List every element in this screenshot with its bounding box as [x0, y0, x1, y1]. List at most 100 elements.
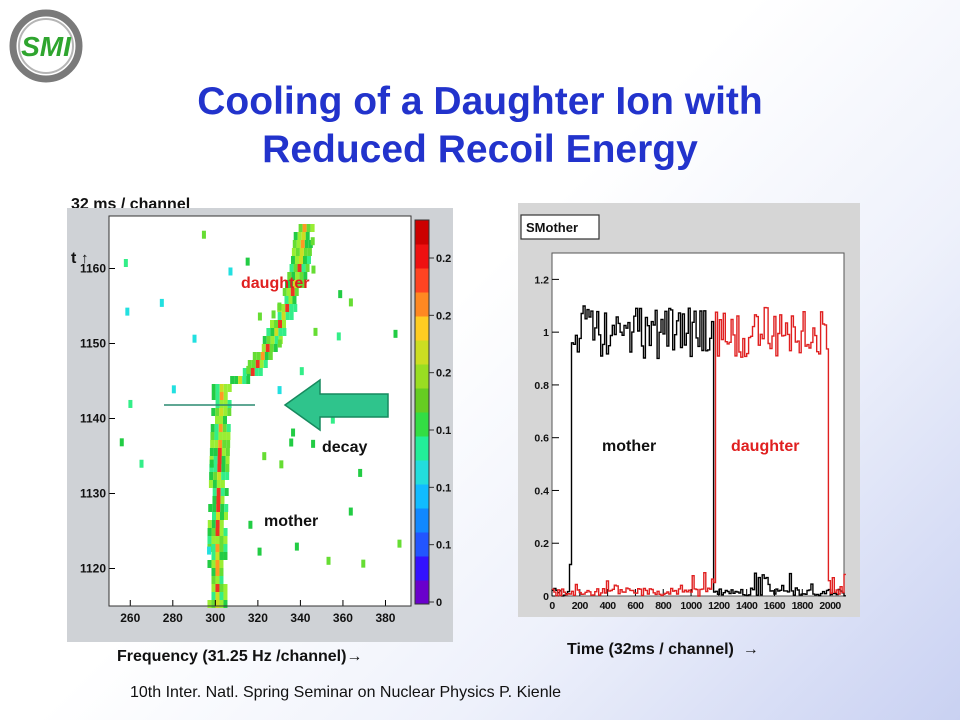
heatmap-cell	[291, 428, 296, 437]
title-line-2: Reduced Recoil Energy	[262, 128, 698, 171]
x-tick-label: 280	[163, 611, 183, 625]
daughter-series-label: daughter	[731, 438, 799, 455]
heatmap-cell	[214, 432, 219, 440]
heatmap-cell	[263, 360, 268, 368]
heatmap-cell	[225, 472, 230, 480]
heatmap-cell	[215, 416, 220, 424]
x-tick-label: 1400	[736, 600, 758, 612]
heatmap-cell	[208, 480, 213, 488]
heatmap-cell	[293, 232, 298, 240]
heatmap-cell	[258, 368, 263, 376]
heatmap-cell	[215, 560, 220, 568]
x-tick-label: 200	[572, 600, 589, 612]
heatmap-cell	[211, 576, 216, 584]
heatmap-cell	[291, 248, 296, 256]
heatmap-cell	[274, 320, 279, 328]
daughter-annotation: daughter	[241, 275, 309, 292]
heatmap-cell	[221, 464, 226, 472]
y-tick-label: 0.6	[534, 433, 549, 445]
colorbar-segment	[415, 292, 429, 317]
x-tick-label: 320	[248, 611, 268, 625]
heatmap-cell	[225, 448, 230, 456]
x-tick-label: 400	[600, 600, 617, 612]
heatmap-cell	[256, 352, 261, 360]
mother-series-label: mother	[602, 438, 656, 455]
heatmap-cell	[212, 488, 217, 496]
heatmap-cell	[397, 539, 402, 548]
heatmap-cell	[225, 456, 230, 464]
colorbar-segment	[415, 340, 429, 365]
heatmap-cell	[219, 560, 224, 568]
heatmap-cell	[255, 360, 260, 368]
heatmap-cell	[245, 257, 250, 266]
y-tick-label: 1	[543, 327, 549, 339]
heatmap-cell	[228, 267, 233, 276]
heatmap-cell	[211, 544, 216, 552]
heatmap-cell	[281, 312, 286, 320]
heatmap-cell	[266, 336, 271, 344]
heatmap-cell	[311, 439, 316, 448]
heatmap-cell	[242, 376, 247, 384]
heatmap-cell	[246, 365, 251, 374]
heatmap-cell	[310, 237, 315, 246]
heatmap-cell	[217, 456, 222, 464]
heatmap-cell	[216, 480, 221, 488]
colorbar-segment	[415, 268, 429, 293]
heatmap-cell	[210, 432, 215, 440]
heatmap-cell	[125, 307, 130, 316]
heatmap-cell	[215, 552, 220, 560]
heatmap-cell	[211, 552, 216, 560]
heatmap-cell	[219, 392, 224, 400]
heatmap-cell	[285, 304, 290, 312]
x-tick-label: 1000	[680, 600, 702, 612]
heatmap-cell	[221, 456, 226, 464]
heatmap-cell	[230, 376, 235, 384]
heatmap-cell	[212, 496, 217, 504]
decay-annotation: decay	[322, 439, 367, 456]
y-tick-label: 1160	[80, 262, 106, 276]
heatmap-cell	[270, 320, 275, 328]
heatmap-cell	[223, 600, 228, 608]
heatmap-cell	[223, 400, 228, 408]
heatmap-cell	[292, 296, 297, 304]
heatmap-cell	[299, 248, 304, 256]
heatmap-cell	[261, 344, 266, 352]
heatmap-cell	[214, 440, 219, 448]
heatmap-cell	[294, 256, 299, 264]
heatmap-cell	[302, 224, 307, 232]
heatmap-cell	[223, 536, 228, 544]
heatmap-cell	[207, 600, 212, 608]
heatmap-cell	[293, 304, 298, 312]
x-tick-label: 1600	[764, 600, 786, 612]
heatmap-cell	[123, 259, 128, 268]
heatmap-cell	[227, 384, 232, 392]
heatmap-cell	[295, 248, 300, 256]
colorbar-tick-label: 0.2	[436, 253, 451, 265]
heatmap-cell	[215, 408, 220, 416]
heatmap-cell	[209, 448, 214, 456]
heatmap-cell	[290, 288, 295, 296]
heatmap-cell	[212, 480, 217, 488]
heatmap-cell	[218, 440, 223, 448]
x-tick-label: 800	[655, 600, 672, 612]
heatmap-cell	[219, 416, 224, 424]
x-tick-label: 0	[549, 600, 555, 612]
heatmap-cell	[282, 288, 287, 296]
heatmap-cell	[259, 360, 264, 368]
heatmap-cell	[290, 256, 295, 264]
heatmap-cell	[361, 559, 366, 568]
heatmap-cell	[254, 368, 259, 376]
colorbar-segment	[415, 556, 429, 581]
title-line-1: Cooling of a Daughter Ion with	[197, 80, 763, 123]
y-tick-label: 0	[543, 591, 549, 603]
colorbar-segment	[415, 580, 429, 605]
heatmap-cell	[213, 448, 218, 456]
heatmap-cell	[295, 272, 300, 280]
heatmap-cell	[274, 328, 279, 336]
heatmap-cell	[222, 440, 227, 448]
heatmap-cell	[220, 512, 225, 520]
heatmap-cell	[210, 440, 215, 448]
heatmap-cell	[209, 459, 214, 468]
heatmap-cell	[216, 488, 221, 496]
heatmap-cell	[211, 600, 216, 608]
